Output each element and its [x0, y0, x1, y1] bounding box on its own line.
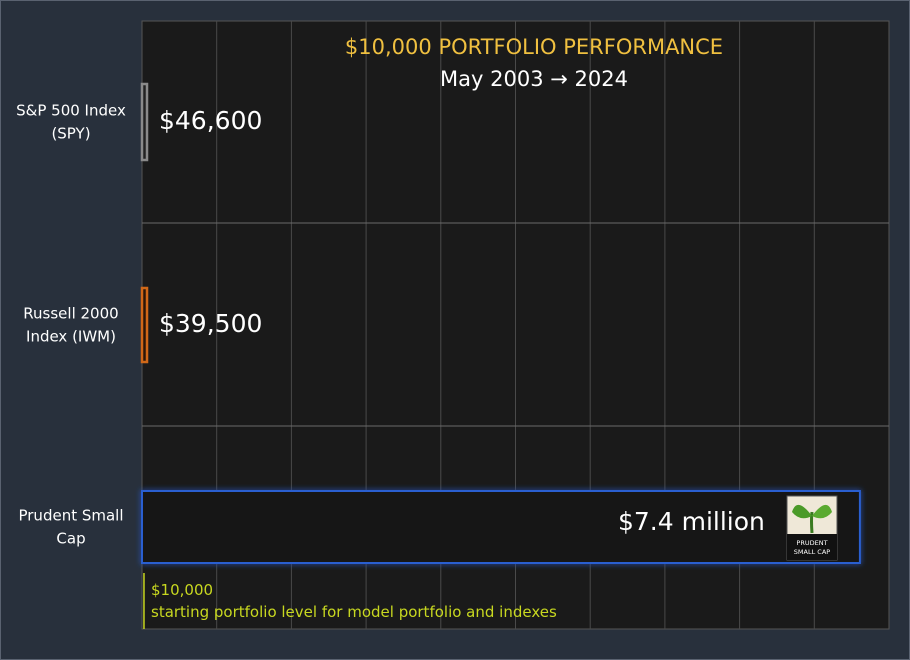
bars: [140, 82, 861, 564]
value-label-0: $46,600: [159, 106, 262, 135]
category-label-line: (SPY): [51, 125, 90, 143]
value-label-2: $7.4 million: [618, 507, 765, 536]
sprout-stem-icon: [810, 511, 814, 534]
baseline-annotation: $10,000 starting portfolio level for mod…: [143, 573, 557, 629]
bar-0: [140, 82, 149, 162]
value-label-1: $39,500: [159, 309, 262, 338]
baseline-value-label: $10,000: [151, 581, 213, 599]
baseline-description: starting portfolio level for model portf…: [151, 603, 557, 621]
category-label-line: Prudent Small: [18, 507, 123, 525]
bar-1: [140, 286, 149, 364]
sprout-right-leaf-icon: [812, 504, 832, 519]
logo-text-band: [787, 534, 837, 560]
category-label-line: Index (IWM): [26, 328, 116, 346]
bar-2: [141, 490, 861, 564]
category-label-line: Cap: [56, 530, 85, 548]
category-label-line: Russell 2000: [23, 305, 118, 323]
labels: $46,600 S&P 500 Index (SPY) $39,500 Russell …: [16, 102, 765, 548]
category-label-1: Russell 2000 Index (IWM): [23, 305, 118, 346]
sprout-left-leaf-icon: [792, 504, 812, 519]
logo-text-line2: SMALL CAP: [794, 548, 830, 556]
category-label-line: S&P 500 Index: [16, 102, 126, 120]
logo-text-line1: PRUDENT: [796, 539, 827, 547]
category-label-2: Prudent Small Cap: [18, 507, 123, 548]
category-label-0: S&P 500 Index (SPY): [16, 102, 126, 143]
chart-subtitle: May 2003 → 2024: [440, 67, 628, 91]
chart-title: $10,000 PORTFOLIO PERFORMANCE: [345, 35, 723, 59]
prudent-small-cap-logo: PRUDENT SMALL CAP: [786, 495, 838, 561]
